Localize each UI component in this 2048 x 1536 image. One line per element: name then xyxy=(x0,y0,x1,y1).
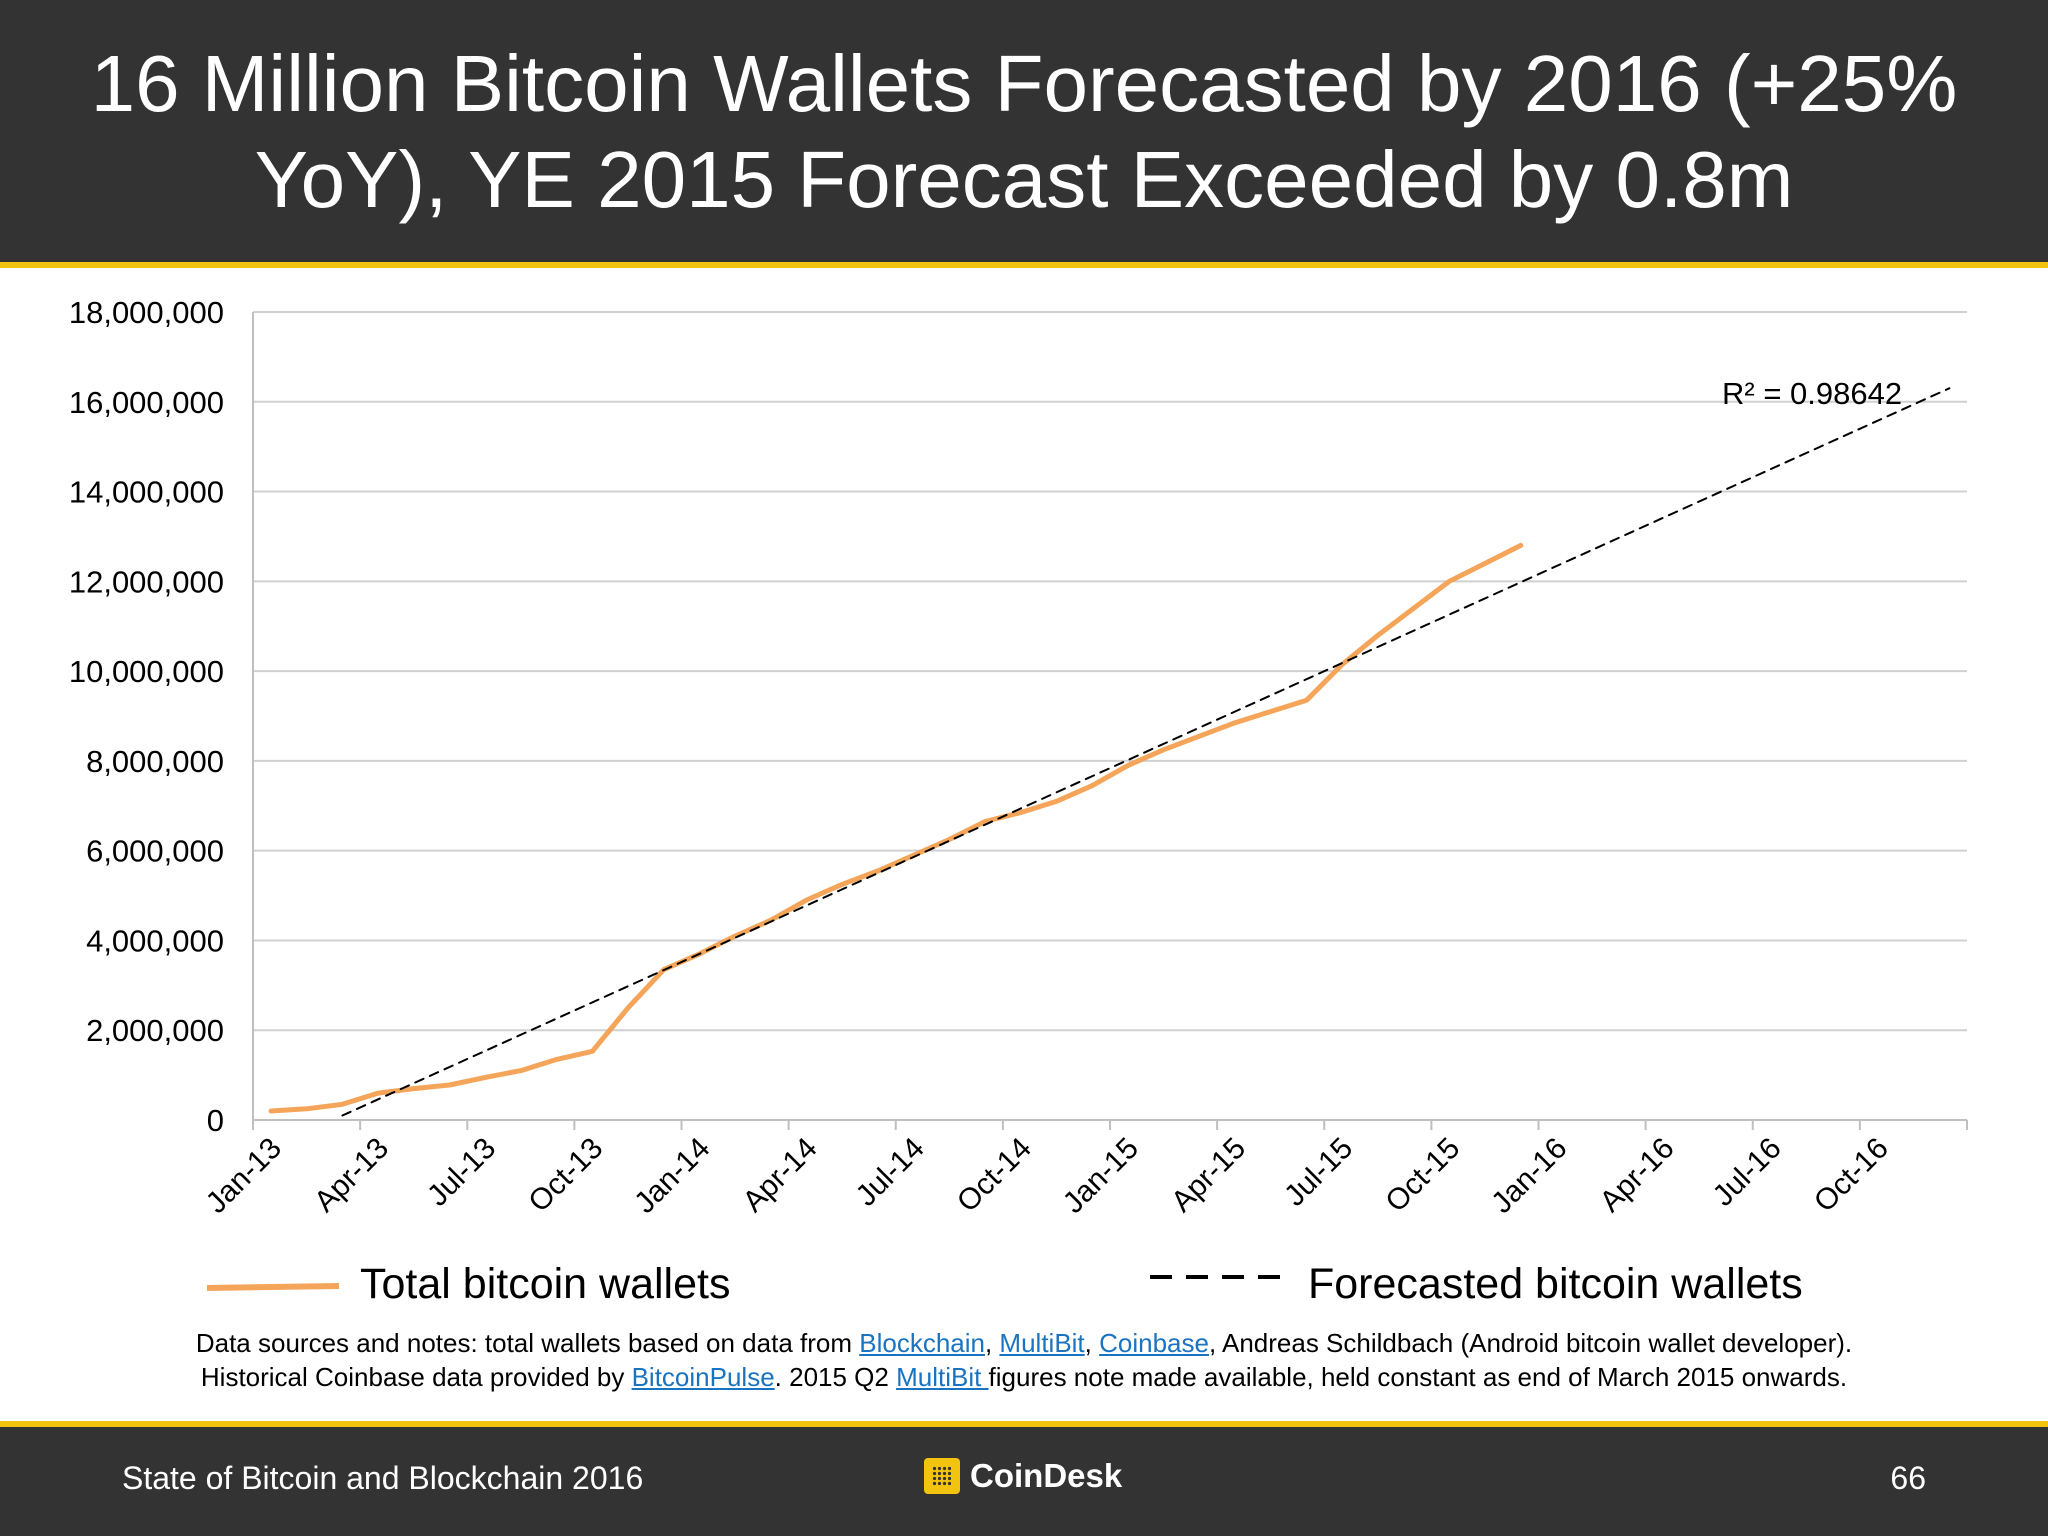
x-tick-label: Jul-13 xyxy=(421,1132,502,1213)
series xyxy=(268,387,1951,1117)
x-tick-label: Jan-16 xyxy=(1485,1132,1573,1220)
y-tick-label: 6,000,000 xyxy=(86,834,224,869)
link-coinbase[interactable]: Coinbase xyxy=(1099,1328,1209,1358)
notes-text: Historical Coinbase data provided by xyxy=(200,1362,632,1392)
legend-total-label: Total bitcoin wallets xyxy=(360,1260,731,1308)
coindesk-logo-text: CoinDesk xyxy=(970,1457,1123,1494)
x-tick-label: Jan-13 xyxy=(200,1132,288,1220)
forecast-trendline xyxy=(341,387,1951,1117)
gridlines xyxy=(253,311,1967,1032)
link-multibit[interactable]: MultiBit xyxy=(999,1328,1085,1358)
x-tick-label: Oct-15 xyxy=(1379,1132,1466,1219)
footer-report-title: State of Bitcoin and Blockchain 2016 xyxy=(122,1460,644,1496)
notes-line-1: Data sources and notes: total wallets ba… xyxy=(40,1326,2008,1360)
x-tick-label: Apr-13 xyxy=(308,1132,395,1219)
x-tick-label: Jan-14 xyxy=(628,1132,716,1220)
y-tick-label: 0 xyxy=(207,1103,224,1138)
total-wallets-line xyxy=(268,542,1524,1114)
title-bar xyxy=(0,0,2048,262)
line-chart: 18,000,000 16,000,000 14,000,000 12,000,000… xyxy=(69,295,1968,1220)
notes-separator: , xyxy=(984,1328,1000,1358)
notes-line-2: Historical Coinbase data provided by Bit… xyxy=(40,1360,2008,1394)
data-sources-notes: Data sources and notes: total wallets ba… xyxy=(40,1326,2008,1394)
link-multibit-2[interactable]: MultiBit xyxy=(896,1362,989,1392)
x-tick-label: Jul-16 xyxy=(1707,1132,1788,1213)
notes-separator: , xyxy=(1084,1328,1100,1358)
legend-forecast-swatch xyxy=(1150,1275,1280,1279)
legend-total-swatch xyxy=(206,1283,340,1291)
notes-text: . 2015 Q2 xyxy=(774,1362,897,1392)
link-blockchain[interactable]: Blockchain xyxy=(859,1328,985,1358)
coindesk-logo: CoinDesk xyxy=(924,1456,1122,1496)
y-tick-label: 8,000,000 xyxy=(86,744,224,779)
link-bitcoinpulse[interactable]: BitcoinPulse xyxy=(631,1362,775,1392)
notes-text: , Andreas Schildbach (Android bitcoin wa… xyxy=(1208,1328,1853,1358)
footer-accent-line xyxy=(0,1421,2048,1427)
x-tick-label: Jul-15 xyxy=(1278,1132,1359,1213)
y-tick-label: 12,000,000 xyxy=(69,564,224,599)
y-tick-label: 4,000,000 xyxy=(86,923,224,958)
y-tick-label: 14,000,000 xyxy=(69,475,224,510)
x-tick-label: Oct-14 xyxy=(951,1132,1038,1219)
notes-text: figures note made available, held consta… xyxy=(988,1362,1848,1392)
x-tick-label: Jan-15 xyxy=(1057,1132,1145,1220)
x-tick-label: Oct-16 xyxy=(1808,1132,1895,1219)
y-tick-label: 16,000,000 xyxy=(69,385,224,420)
page-number: 66 xyxy=(1890,1460,1926,1496)
x-tick-label: Jul-14 xyxy=(850,1132,931,1213)
axes: 18,000,000 16,000,000 14,000,000 12,000,000… xyxy=(69,295,1968,1220)
x-tick-label: Oct-13 xyxy=(522,1132,609,1219)
footer-bar xyxy=(0,1427,2048,1536)
r-squared-annotation: R² = 0.98642 xyxy=(1722,376,1902,411)
slide-title: 16 Million Bitcoin Wallets Forecasted by… xyxy=(90,39,1958,224)
y-tick-label: 2,000,000 xyxy=(86,1013,224,1048)
legend-forecast-label: Forecasted bitcoin wallets xyxy=(1308,1260,1803,1308)
y-tick-label: 10,000,000 xyxy=(69,654,224,689)
x-tick-label: Apr-15 xyxy=(1165,1132,1252,1219)
notes-text: Data sources and notes: total wallets ba… xyxy=(195,1328,860,1358)
y-tick-label: 18,000,000 xyxy=(69,295,224,330)
coindesk-logo-icon xyxy=(924,1458,960,1494)
x-tick-label: Apr-14 xyxy=(737,1132,824,1219)
header-accent-line xyxy=(0,262,2048,268)
x-tick-label: Apr-16 xyxy=(1594,1132,1681,1219)
